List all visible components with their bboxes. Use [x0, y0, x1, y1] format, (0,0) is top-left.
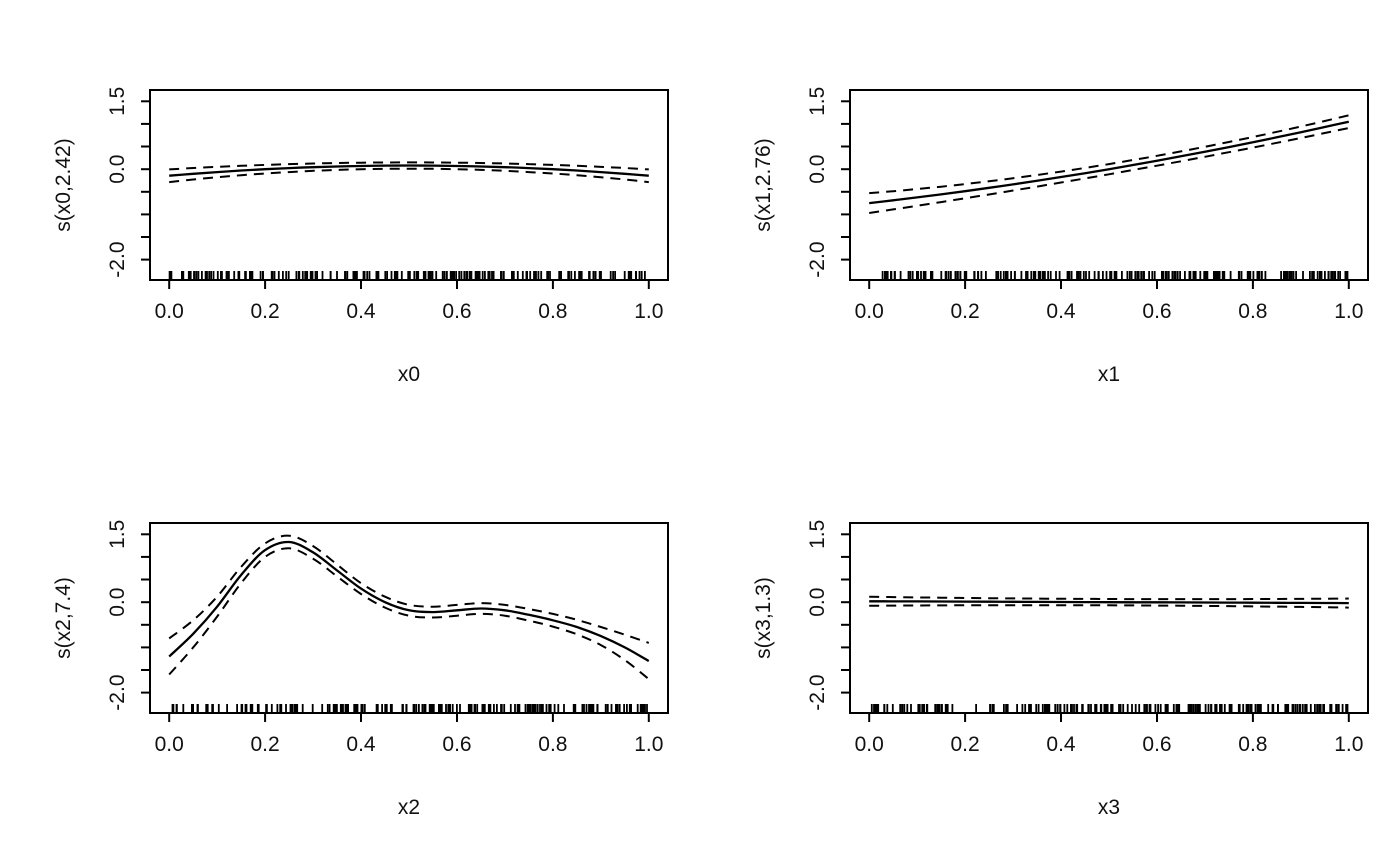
- svg-text:1.5: 1.5: [106, 520, 129, 549]
- y-axis-label-x0: s(x0,2.42): [52, 138, 75, 232]
- y-axis-label-x2: s(x2,7.4): [52, 577, 75, 659]
- svg-text:0.6: 0.6: [442, 733, 471, 756]
- svg-text:0.0: 0.0: [855, 300, 884, 323]
- svg-text:0.8: 0.8: [1238, 733, 1267, 756]
- svg-text:-2.0: -2.0: [806, 675, 829, 711]
- svg-text:1.0: 1.0: [1334, 300, 1363, 323]
- svg-text:0.6: 0.6: [1142, 733, 1171, 756]
- plot-canvas-x1: 0.0 0.2 0.4 0.6 0.8 1.0 -2.0 0.0 1.5: [806, 87, 1369, 323]
- x-axis-label-x2: x2: [397, 796, 421, 819]
- svg-text:0.8: 0.8: [1238, 300, 1267, 323]
- svg-text:-2.0: -2.0: [106, 242, 129, 278]
- svg-text:0.0: 0.0: [155, 733, 184, 756]
- svg-text:0.2: 0.2: [950, 733, 979, 756]
- y-axis-label-x1: s(x1,2.76): [752, 138, 775, 232]
- svg-text:1.5: 1.5: [806, 520, 829, 549]
- gam-smooth-panel-x1: 0.0 0.2 0.4 0.6 0.8 1.0 -2.0 0.0 1.5 s(x1,2.76) …: [700, 0, 1400, 433]
- plot-canvas-x2: 0.0 0.2 0.4 0.6 0.8 1.0 -2.0 0.0 1.5: [106, 520, 669, 756]
- svg-text:0.6: 0.6: [442, 300, 471, 323]
- svg-text:0.8: 0.8: [538, 300, 567, 323]
- plot-canvas-x3: 0.0 0.2 0.4 0.6 0.8 1.0 -2.0 0.0 1.5: [806, 520, 1369, 756]
- svg-text:0.0: 0.0: [806, 588, 829, 617]
- svg-text:1.0: 1.0: [1334, 733, 1363, 756]
- svg-text:0.0: 0.0: [155, 300, 184, 323]
- plot-canvas-x0: 0.0 0.2 0.4 0.6 0.8 1.0 -2.0 0.0 1.5: [106, 87, 669, 323]
- gam-smooth-panel-x3: 0.0 0.2 0.4 0.6 0.8 1.0 -2.0 0.0 1.5 s(x3,1.3) x…: [700, 433, 1400, 866]
- svg-text:-2.0: -2.0: [806, 242, 829, 278]
- svg-text:1.5: 1.5: [106, 87, 129, 116]
- svg-text:0.0: 0.0: [855, 733, 884, 756]
- svg-text:0.4: 0.4: [346, 733, 376, 756]
- svg-text:0.2: 0.2: [250, 733, 279, 756]
- svg-text:1.0: 1.0: [634, 300, 663, 323]
- gam-smooth-panel-x0: 0.0 0.2 0.4 0.6 0.8 1.0 -2.0 0.0 1.5 s(x0,2.42) …: [0, 0, 700, 433]
- x-axis-label-x3: x3: [1097, 796, 1121, 819]
- svg-text:0.0: 0.0: [106, 155, 129, 184]
- x-axis-label-x0: x0: [397, 363, 421, 386]
- svg-text:0.4: 0.4: [346, 300, 376, 323]
- svg-text:1.5: 1.5: [806, 87, 829, 116]
- svg-text:0.8: 0.8: [538, 733, 567, 756]
- svg-text:0.2: 0.2: [950, 300, 979, 323]
- svg-text:0.6: 0.6: [1142, 300, 1171, 323]
- svg-text:0.4: 0.4: [1046, 300, 1076, 323]
- gam-smooth-panel-x2: 0.0 0.2 0.4 0.6 0.8 1.0 -2.0 0.0 1.5 s(x2,7.4) x…: [0, 433, 700, 866]
- svg-text:1.0: 1.0: [634, 733, 663, 756]
- y-axis-label-x3: s(x3,1.3): [752, 577, 775, 659]
- svg-text:0.0: 0.0: [106, 588, 129, 617]
- svg-text:-2.0: -2.0: [106, 675, 129, 711]
- svg-text:0.2: 0.2: [250, 300, 279, 323]
- svg-text:0.0: 0.0: [806, 155, 829, 184]
- x-axis-label-x1: x1: [1097, 363, 1121, 386]
- svg-text:0.4: 0.4: [1046, 733, 1076, 756]
